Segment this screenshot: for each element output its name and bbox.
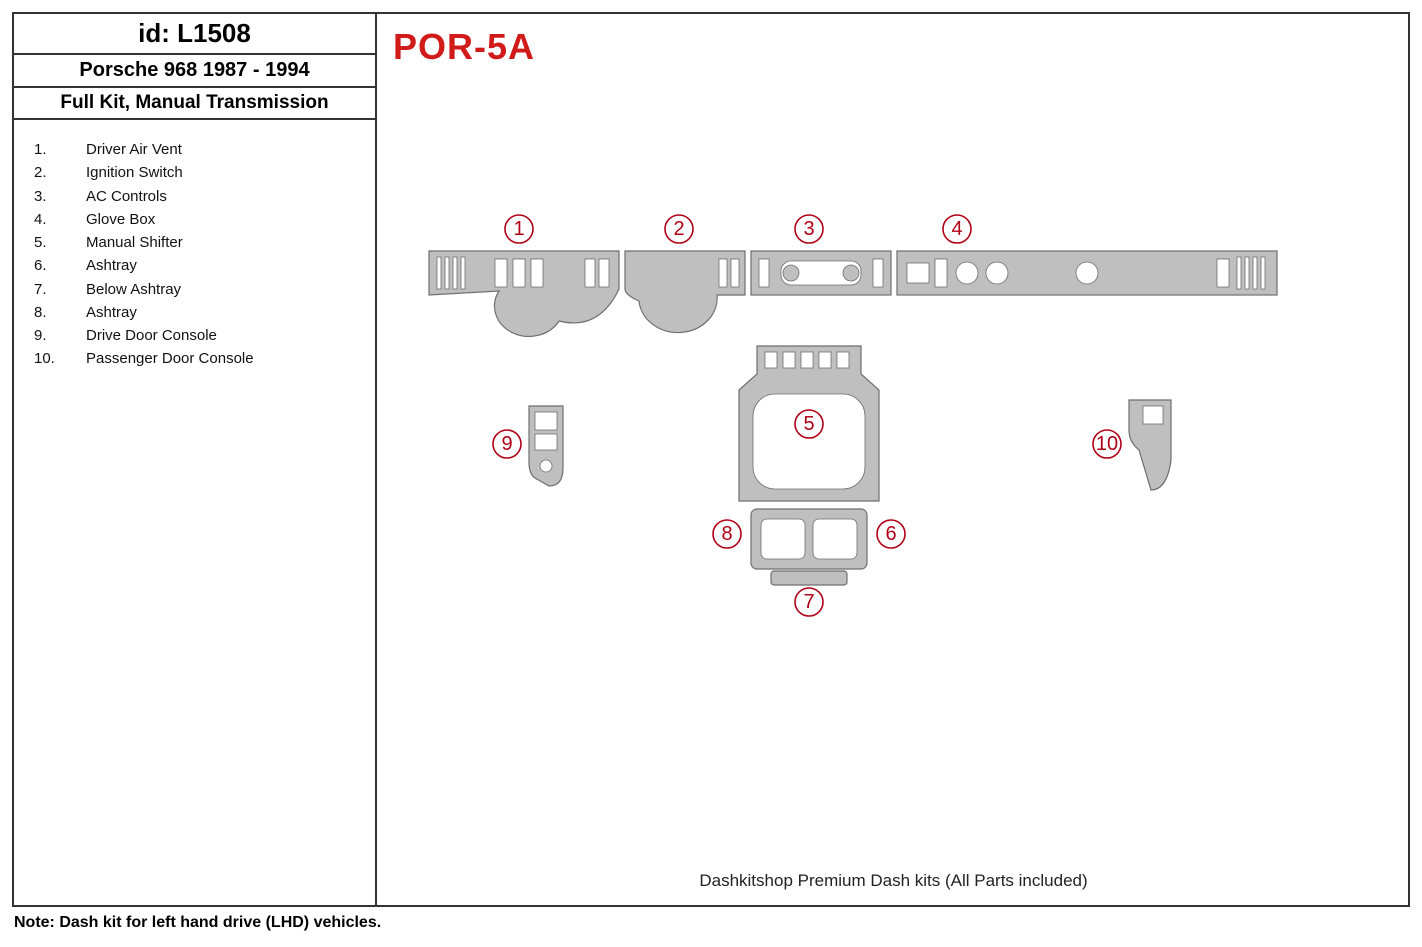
part-label: Ashtray (86, 254, 359, 277)
note-text: Note: Dash kit for left hand drive (LHD)… (14, 914, 381, 932)
footer-caption: Dashkitshop Premium Dash kits (All Parts… (699, 871, 1087, 891)
part-10-passenger-door-console (1129, 400, 1171, 490)
outer-frame: id: L1508 Porsche 968 1987 - 1994 Full K… (12, 12, 1410, 907)
part-2-ignition-switch (625, 251, 745, 333)
parts-list-row: 3.AC Controls (34, 185, 359, 208)
svg-text:10: 10 (1096, 433, 1118, 455)
svg-text:5: 5 (803, 413, 814, 435)
part-label: Glove Box (86, 208, 359, 231)
part-number: 2. (34, 161, 86, 184)
part-number: 10. (34, 347, 86, 370)
part-number: 6. (34, 254, 86, 277)
part-9-driver-door-console (529, 406, 563, 486)
callout-10: 10 (1093, 430, 1121, 458)
svg-text:7: 7 (803, 591, 814, 613)
header-kit: Full Kit, Manual Transmission (14, 88, 375, 118)
sidebar: id: L1508 Porsche 968 1987 - 1994 Full K… (14, 14, 377, 905)
callout-7: 7 (795, 588, 823, 616)
parts-list-row: 2.Ignition Switch (34, 161, 359, 184)
part-number: 1. (34, 138, 86, 161)
parts-list: 1.Driver Air Vent2.Ignition Switch3.AC C… (14, 120, 375, 387)
diagram-svg: 1 2 3 4 5 6 7 8 9 10 (379, 14, 1409, 904)
callout-2: 2 (665, 215, 693, 243)
callout-6: 6 (877, 520, 905, 548)
part-label: Drive Door Console (86, 324, 359, 347)
part-1-driver-air-vent (429, 251, 619, 336)
parts-list-row: 5.Manual Shifter (34, 231, 359, 254)
part-number: 3. (34, 185, 86, 208)
parts-list-row: 6.Ashtray (34, 254, 359, 277)
callout-1: 1 (505, 215, 533, 243)
parts-list-row: 9.Drive Door Console (34, 324, 359, 347)
callout-3: 3 (795, 215, 823, 243)
part-number: 5. (34, 231, 86, 254)
part-7-below-ashtray (771, 571, 847, 585)
part-label: Manual Shifter (86, 231, 359, 254)
part-3-ac-controls (751, 251, 891, 295)
svg-text:2: 2 (673, 218, 684, 240)
parts-list-row: 7.Below Ashtray (34, 278, 359, 301)
svg-text:8: 8 (721, 523, 732, 545)
sidebar-header: id: L1508 Porsche 968 1987 - 1994 Full K… (14, 14, 375, 120)
diagram-area: POR-5A 1 2 3 4 5 6 7 8 9 10 Dashkitshop Premium D… (379, 14, 1408, 905)
diagram-code: POR-5A (393, 26, 535, 68)
header-id: id: L1508 (14, 14, 375, 55)
callout-5: 5 (795, 410, 823, 438)
callout-9: 9 (493, 430, 521, 458)
parts-list-row: 8.Ashtray (34, 301, 359, 324)
parts-list-row: 4.Glove Box (34, 208, 359, 231)
part-4-glove-box (897, 251, 1277, 295)
part-number: 7. (34, 278, 86, 301)
part-label: Passenger Door Console (86, 347, 359, 370)
part-number: 4. (34, 208, 86, 231)
part-number: 8. (34, 301, 86, 324)
svg-text:3: 3 (803, 218, 814, 240)
part-label: Ignition Switch (86, 161, 359, 184)
callout-8: 8 (713, 520, 741, 548)
part-label: AC Controls (86, 185, 359, 208)
svg-text:6: 6 (885, 523, 896, 545)
svg-text:9: 9 (501, 433, 512, 455)
svg-text:1: 1 (513, 218, 524, 240)
header-model: Porsche 968 1987 - 1994 (14, 55, 375, 88)
svg-text:4: 4 (951, 218, 962, 240)
part-label: Ashtray (86, 301, 359, 324)
callout-4: 4 (943, 215, 971, 243)
part-ashtray-group (751, 509, 867, 585)
parts-list-row: 1.Driver Air Vent (34, 138, 359, 161)
part-label: Below Ashtray (86, 278, 359, 301)
parts-list-row: 10.Passenger Door Console (34, 347, 359, 370)
part-label: Driver Air Vent (86, 138, 359, 161)
part-number: 9. (34, 324, 86, 347)
